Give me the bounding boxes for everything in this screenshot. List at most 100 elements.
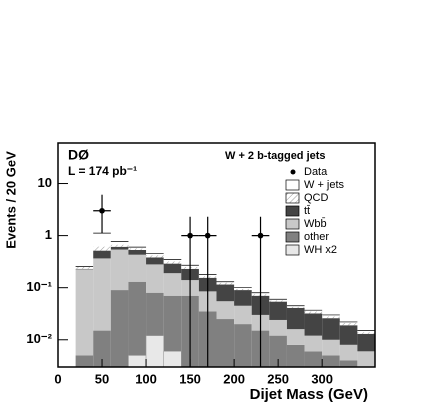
data-point <box>99 207 105 214</box>
x-axis-label: Dijet Mass (GeV) <box>250 386 368 403</box>
legend-label: QCD <box>304 192 329 204</box>
histogram-bar <box>93 258 111 331</box>
histogram-bar <box>339 325 358 345</box>
histogram-bar <box>357 333 375 352</box>
histogram-bar <box>234 324 252 367</box>
histogram-bar <box>269 301 287 320</box>
histogram-bar <box>339 344 358 361</box>
y-tick-label: 1 <box>45 227 52 242</box>
histogram-bar <box>322 316 340 319</box>
histogram-bar <box>322 355 340 367</box>
x-tick-label: 50 <box>95 371 109 386</box>
x-tick-label: 150 <box>179 371 201 386</box>
histogram-bar <box>146 264 164 293</box>
histogram-bar <box>304 351 323 367</box>
histogram-bar <box>304 313 323 336</box>
data-point <box>187 232 193 239</box>
histogram-bar <box>286 305 305 307</box>
legend-swatch <box>285 205 300 217</box>
histogram-bar <box>128 254 147 282</box>
histogram-bar <box>93 330 111 367</box>
data-point <box>204 232 211 239</box>
histogram-bar <box>269 300 287 302</box>
legend-marker <box>290 169 296 175</box>
histogram-bar <box>286 329 305 345</box>
histogram-bar <box>146 255 164 258</box>
histogram-bar <box>357 332 375 334</box>
overlay-bar <box>128 355 147 368</box>
plot-area <box>75 232 375 368</box>
experiment-label: DØ <box>68 147 89 163</box>
legend-label: Wbb̄ <box>304 217 327 230</box>
histogram-bar <box>128 249 147 255</box>
luminosity-label: L = 174 pb⁻¹ <box>68 164 137 178</box>
y-tick-label: 10⁻¹ <box>26 279 52 294</box>
histogram-bar <box>110 246 129 250</box>
histogram-bar <box>216 301 235 320</box>
overlay-bar <box>145 335 164 368</box>
histogram-bar <box>304 335 323 352</box>
x-tick-label: 200 <box>223 371 245 386</box>
histogram-bar <box>322 314 340 317</box>
histogram-bar <box>146 253 164 256</box>
legend-swatch <box>285 231 300 243</box>
histogram-bar <box>110 290 129 367</box>
legend-swatch <box>285 218 300 230</box>
legend-label: tt̄ <box>304 205 310 217</box>
histogram-bar <box>163 261 182 264</box>
histogram-bar <box>216 319 235 367</box>
histogram-bar <box>75 269 94 356</box>
histogram-bar <box>322 318 340 340</box>
histogram-bar <box>269 319 287 336</box>
histogram-bar <box>339 360 358 367</box>
histogram-bar <box>322 339 340 356</box>
histogram-bar <box>357 330 375 333</box>
histogram-bar <box>93 246 111 251</box>
histogram-bar <box>110 244 129 247</box>
histogram-bar <box>216 284 235 302</box>
legend-label: WH x2 <box>304 244 337 256</box>
histogram-bar <box>146 257 164 265</box>
histogram-bar <box>339 322 358 326</box>
x-tick-label: 300 <box>311 371 333 386</box>
histogram-bar <box>339 321 358 323</box>
histogram-bar <box>234 305 252 325</box>
overlay-bar <box>163 351 182 368</box>
chart-title: W + 2 b-tagged jets <box>225 150 326 162</box>
histogram-bar <box>163 263 182 274</box>
x-tick-label: 0 <box>54 371 61 386</box>
histogram-bar <box>357 351 375 367</box>
y-tick-label: 10 <box>38 175 52 190</box>
histogram-bar <box>234 287 252 289</box>
histogram-bar <box>286 344 305 367</box>
histogram-bar <box>128 281 147 367</box>
histogram-bar <box>75 355 94 367</box>
histogram-bar <box>128 247 147 249</box>
histogram-bar <box>75 266 94 269</box>
legend-label: Data <box>304 166 328 178</box>
histogram-bar <box>304 310 323 312</box>
histogram-bar <box>93 250 111 259</box>
histogram-bar <box>216 282 235 285</box>
histogram-bar <box>128 248 147 250</box>
legend-swatch <box>285 244 300 256</box>
plot-frame <box>57 142 376 368</box>
histogram-bar <box>110 241 129 245</box>
histogram-bar <box>286 307 305 330</box>
histogram-bar <box>163 259 182 262</box>
legend-swatch <box>285 179 300 191</box>
histogram-bar <box>269 299 287 301</box>
x-tick-label: 250 <box>267 371 289 386</box>
histogram-bar <box>234 288 252 291</box>
data-point <box>257 232 264 239</box>
legend-label: W + jets <box>304 179 345 191</box>
histogram-bar <box>163 273 182 296</box>
y-tick-label: 10⁻² <box>26 331 52 346</box>
x-tick-label: 100 <box>135 371 157 386</box>
histogram-bar <box>286 306 305 308</box>
histogram-bar <box>93 233 111 247</box>
legend-label: other <box>304 231 329 243</box>
histogram-bar <box>110 249 129 291</box>
histogram-bar <box>216 281 235 283</box>
